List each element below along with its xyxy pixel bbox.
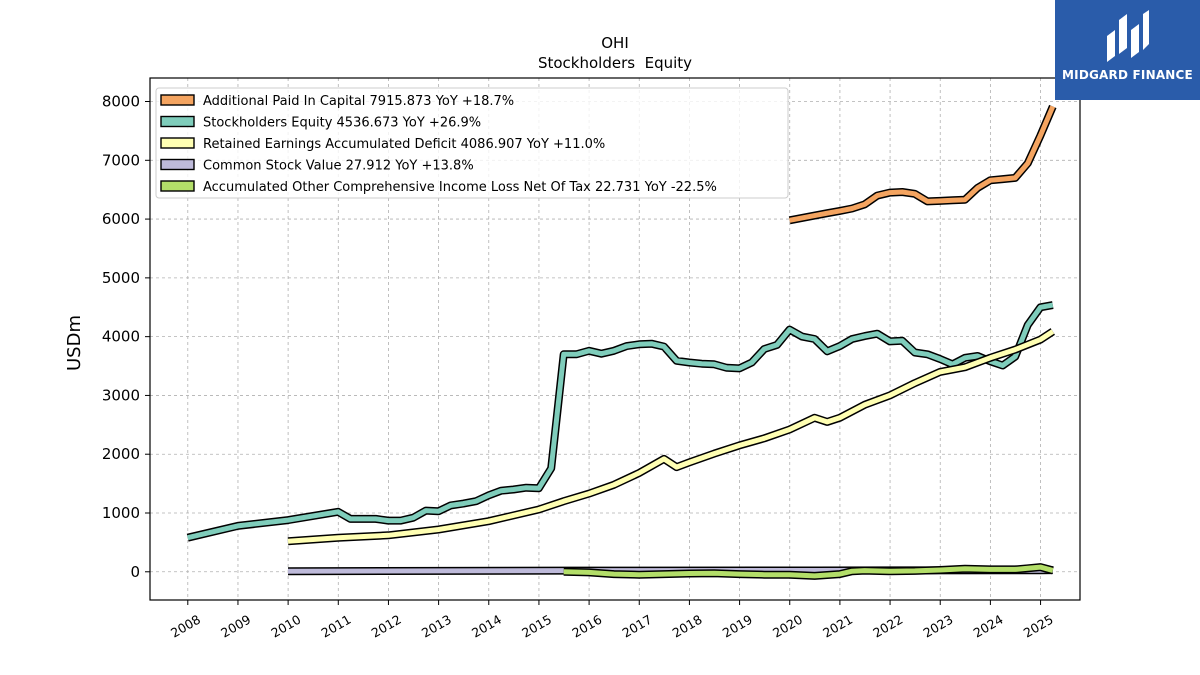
series-line-stroke: [563, 564, 1054, 579]
x-tick-label: 2013: [419, 612, 454, 641]
legend-swatch: [160, 115, 195, 128]
x-tick-label: 2014: [469, 612, 504, 641]
chart-title: OHI: [601, 34, 629, 52]
x-tick-label: 2023: [920, 612, 955, 641]
legend-swatch: [160, 137, 195, 149]
series-line-1: [788, 104, 1057, 225]
legend-label: Accumulated Other Comprehensive Income L…: [203, 180, 717, 195]
x-tick-label: 2009: [218, 612, 253, 641]
brand-name: MIDGARD FINANCE: [1062, 68, 1193, 82]
series-line-2: [186, 301, 1054, 542]
legend-label: Additional Paid In Capital 7915.873 YoY …: [203, 94, 514, 109]
x-tick-label: 2015: [519, 612, 554, 641]
series-line-stroke: [187, 302, 1054, 541]
x-tick-label: 2019: [720, 612, 755, 641]
legend-swatch: [160, 180, 195, 192]
legend-box: [155, 87, 789, 199]
series-line-outline: [186, 301, 1054, 542]
legend: Additional Paid In Capital 7915.873 YoY …: [155, 87, 789, 199]
y-tick-label: 4000: [102, 328, 140, 346]
y-tick-label: 2000: [102, 445, 140, 463]
x-tick-label: 2011: [319, 612, 354, 641]
x-tick-label: 2010: [268, 612, 303, 641]
y-tick-label: 6000: [102, 210, 140, 228]
x-tick-label: 2016: [569, 612, 604, 641]
x-tick-label: 2025: [1021, 612, 1056, 641]
x-tick-label: 2008: [168, 612, 203, 641]
y-tick-label: 5000: [102, 269, 140, 287]
y-axis-label: USDm: [64, 315, 85, 371]
legend-swatch: [160, 158, 195, 171]
legend-swatch: [160, 94, 195, 106]
series-lines: [186, 104, 1057, 580]
series-line-3: [287, 328, 1055, 546]
plot-frame: [149, 77, 1081, 601]
brand-mark-icon: [1107, 10, 1149, 62]
x-tick-label: 2021: [820, 612, 855, 641]
series-line-stroke: [287, 329, 1055, 544]
x-tick-label: 2024: [971, 612, 1006, 641]
x-tick-label: 2020: [770, 612, 805, 641]
series-line-outline: [287, 328, 1055, 546]
y-tick-label: 8000: [102, 93, 140, 111]
legend-label: Retained Earnings Accumulated Deficit 40…: [203, 137, 605, 152]
series-line-stroke: [789, 105, 1056, 223]
brand-logo: MIDGARD FINANCE: [1055, 0, 1200, 100]
x-tick-label: 2017: [619, 612, 654, 641]
series-line-5: [563, 563, 1054, 580]
legend-label: Common Stock Value 27.912 YoY +13.8%: [203, 159, 474, 174]
series-line-outline: [788, 104, 1057, 225]
x-tick-label: 2018: [670, 612, 705, 641]
x-tick-label: 2022: [870, 612, 905, 641]
x-tick-label: 2012: [369, 612, 404, 641]
y-tick-label: 3000: [102, 386, 140, 404]
y-tick-label: 1000: [102, 504, 140, 522]
legend-label: Stockholders Equity 4536.673 YoY +26.9%: [203, 116, 481, 131]
chart-subtitle: Stockholders Equity: [538, 54, 692, 72]
y-tick-label: 7000: [102, 151, 140, 169]
y-tick-label: 0: [130, 563, 140, 581]
